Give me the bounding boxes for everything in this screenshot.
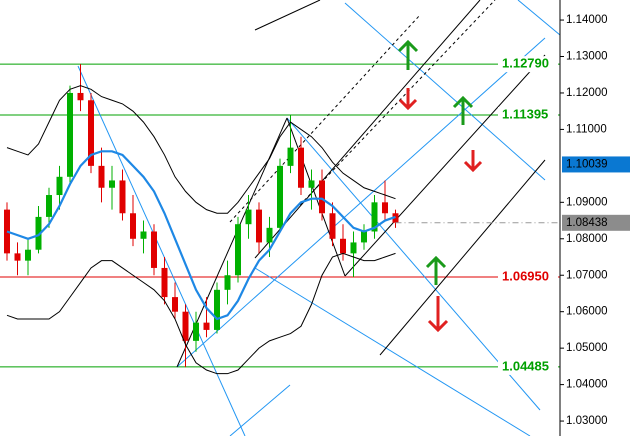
level-label-bg (498, 358, 558, 375)
y-tick-label: 1.07000 (566, 269, 608, 281)
candle-body (193, 322, 199, 341)
candle-body (151, 231, 157, 268)
level-label-bg (498, 269, 558, 286)
candle-body (298, 147, 304, 188)
y-tick-label: 1.05000 (566, 342, 608, 354)
candle-body (172, 297, 178, 312)
indicator-line (6, 150, 396, 321)
candle-body (182, 311, 189, 341)
candle-body (67, 92, 73, 177)
candle-body (98, 165, 105, 188)
price-marker-label: 1.10039 (566, 158, 608, 170)
y-tick-label: 1.11000 (566, 123, 607, 135)
candle-body (235, 224, 241, 276)
candle-body (266, 227, 273, 243)
candle-body (25, 249, 31, 261)
candle-body (382, 202, 388, 214)
candle-body (277, 165, 283, 228)
candle-body (77, 92, 84, 101)
candle-body (340, 238, 346, 254)
candle-body (308, 180, 315, 188)
candle-body (130, 213, 136, 239)
candle-body (14, 253, 21, 261)
candle-body (140, 231, 147, 239)
y-tick-label: 1.08000 (566, 233, 608, 245)
indicator-line (6, 85, 396, 214)
candle-body (329, 213, 336, 239)
level-label-bg (498, 56, 558, 73)
candle-body (119, 180, 126, 214)
signal-arrows (397, 39, 483, 333)
candle-body (203, 322, 210, 330)
y-tick-label: 1.03000 (566, 415, 608, 427)
candle-body (287, 147, 294, 166)
level-label: 1.04485 (502, 358, 549, 373)
candle-body (224, 275, 231, 290)
candle-body (35, 216, 42, 250)
y-tick-label: 1.06000 (566, 306, 608, 318)
y-tick-label: 1.14000 (566, 14, 608, 26)
y-tick-label: 1.13000 (566, 51, 608, 63)
indicator-line (6, 252, 396, 375)
channel-lines (77, 0, 561, 436)
candle-body (245, 209, 252, 225)
candle-body (46, 195, 52, 217)
candle-body (319, 180, 325, 214)
y-tick-label: 1.12000 (566, 87, 608, 99)
candle-body (361, 231, 367, 243)
level-label: 1.11395 (502, 106, 548, 121)
price-marker (562, 214, 630, 231)
candle-body (88, 100, 94, 166)
y-tick-label: 1.04000 (566, 379, 608, 391)
level-label-bg (498, 107, 558, 124)
candle-body (350, 242, 357, 254)
candle-body (371, 202, 378, 232)
level-label: 1.06950 (502, 268, 549, 283)
candle-body (214, 289, 220, 330)
price-marker-label: 1.08438 (566, 217, 608, 229)
price-marker (562, 156, 630, 173)
candle-body (109, 180, 115, 188)
candle-body (256, 209, 262, 243)
candle-body (56, 176, 63, 196)
candle-body (161, 267, 168, 298)
level-label: 1.12790 (502, 56, 549, 71)
y-tick-label: 1.09000 (566, 196, 608, 208)
